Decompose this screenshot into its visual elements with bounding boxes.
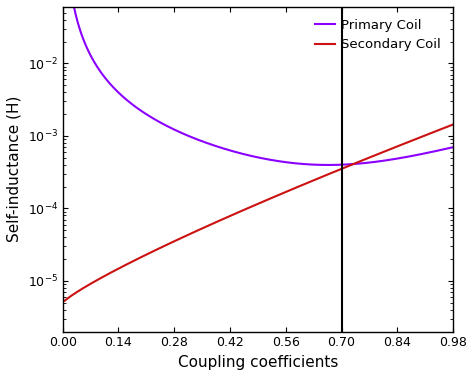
Secondary Coil <box>62 299 67 303</box>
Line: Secondary Coil: Secondary Coil <box>64 124 453 301</box>
Secondary Coil <box>211 221 217 225</box>
Secondary Coil <box>443 125 448 130</box>
Primary Coil <box>443 147 448 151</box>
Y-axis label: Self-inductance (H): Self-inductance (H) <box>7 96 22 242</box>
Primary Coil <box>129 102 135 106</box>
Primary Coil <box>211 143 217 147</box>
Secondary Coil <box>228 213 233 218</box>
Primary Coil <box>228 148 233 153</box>
Secondary Coil <box>106 271 112 276</box>
Secondary Coil <box>450 122 456 127</box>
Secondary Coil <box>129 259 135 264</box>
Primary Coil <box>106 80 112 85</box>
Legend: Primary Coil, Secondary Coil: Primary Coil, Secondary Coil <box>310 14 447 57</box>
X-axis label: Coupling coefficients: Coupling coefficients <box>178 355 338 370</box>
Secondary Coil <box>401 142 407 146</box>
Primary Coil <box>326 163 331 167</box>
Line: Primary Coil: Primary Coil <box>64 0 453 165</box>
Primary Coil <box>450 145 456 149</box>
Primary Coil <box>401 155 407 160</box>
